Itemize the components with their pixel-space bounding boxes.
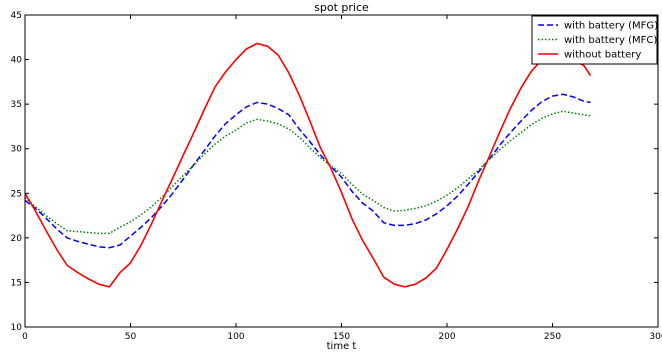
x-tick-label: 0: [22, 332, 28, 342]
x-axis-title: time t: [327, 341, 357, 352]
x-tick-label: 100: [227, 332, 244, 342]
legend-label-2: with battery (MFC): [564, 35, 657, 46]
x-tick-label: 300: [649, 332, 662, 342]
x-tick-label: 50: [125, 332, 137, 342]
y-tick-label: 45: [11, 11, 22, 21]
y-tick-label: 15: [11, 278, 22, 288]
x-tick-label: 250: [544, 332, 561, 342]
x-tick-label: 150: [333, 332, 350, 342]
legend-items: with battery (MFG) with battery (MFC) with…: [538, 21, 658, 61]
y-tick-label: 10: [11, 323, 23, 333]
y-tick-label: 25: [11, 189, 22, 199]
series-line-1: [24, 93, 591, 249]
series-layer: [24, 42, 592, 288]
ticks-layer: 0 50 100 150 200 250 300 10 15 20 25 30 35 40 45: [11, 11, 662, 342]
y-tick-label: 20: [11, 234, 23, 244]
legend-label-1: with battery (MFG): [564, 21, 658, 32]
x-tick-label: 200: [438, 332, 455, 342]
y-tick-label: 40: [11, 56, 23, 66]
y-tick-label: 30: [11, 145, 23, 155]
series-line-2: [24, 110, 591, 235]
chart-title: spot price: [314, 1, 369, 14]
y-tick-label: 35: [11, 100, 22, 110]
series-line-3: [24, 42, 592, 288]
legend-label-3: without battery: [564, 50, 641, 61]
legend: with battery (MFG) with battery (MFC) with…: [531, 15, 658, 65]
